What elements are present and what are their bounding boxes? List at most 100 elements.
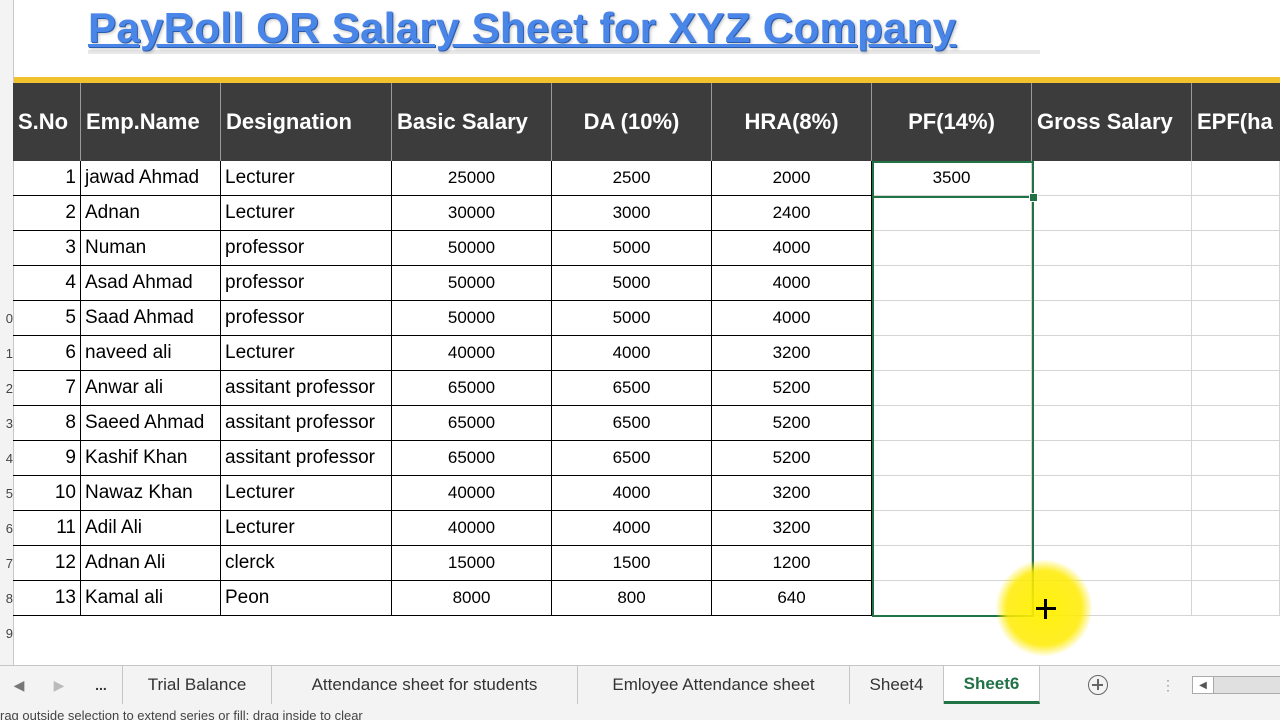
cell-designation[interactable]: Lecturer — [221, 476, 392, 511]
cell-sno[interactable]: 3 — [13, 231, 81, 266]
cell-pf[interactable] — [872, 301, 1032, 336]
cell-basic-salary[interactable]: 40000 — [392, 476, 552, 511]
splitter-icon[interactable]: ⋮ — [1161, 676, 1175, 693]
row-number[interactable]: 5 — [5, 486, 13, 501]
sheet-title[interactable]: PayRoll OR Salary Sheet for XYZ Company — [88, 4, 957, 51]
cell-pf[interactable] — [872, 476, 1032, 511]
cell-da[interactable]: 4000 — [552, 511, 712, 546]
cell-da[interactable]: 6500 — [552, 441, 712, 476]
cell-hra[interactable]: 4000 — [712, 266, 872, 301]
cell-emp-name[interactable]: Adil Ali — [81, 511, 221, 546]
cell-hra[interactable]: 4000 — [712, 231, 872, 266]
cell-basic-salary[interactable]: 65000 — [392, 406, 552, 441]
cell-pf[interactable]: 3500 — [872, 161, 1032, 196]
cell-gross-salary[interactable] — [1032, 266, 1192, 301]
tab-employee-attendance[interactable]: Emloyee Attendance sheet — [578, 666, 850, 704]
cell-designation[interactable]: professor — [221, 301, 392, 336]
cell-hra[interactable]: 5200 — [712, 371, 872, 406]
cell-hra[interactable]: 2000 — [712, 161, 872, 196]
cell-designation[interactable]: Lecturer — [221, 161, 392, 196]
cell-epf[interactable] — [1192, 371, 1280, 406]
row-number[interactable]: 1 — [5, 346, 13, 361]
cell-da[interactable]: 5000 — [552, 301, 712, 336]
tab-trial-balance[interactable]: Trial Balance — [122, 666, 272, 704]
cell-emp-name[interactable]: Adnan — [81, 196, 221, 231]
cell-epf[interactable] — [1192, 441, 1280, 476]
cell-pf[interactable] — [872, 511, 1032, 546]
cell-emp-name[interactable]: Adnan Ali — [81, 546, 221, 581]
hscroll-left-icon[interactable]: ◀ — [1192, 676, 1214, 694]
cell-basic-salary[interactable]: 50000 — [392, 231, 552, 266]
tab-attendance-students[interactable]: Attendance sheet for students — [272, 666, 578, 704]
cell-hra[interactable]: 3200 — [712, 336, 872, 371]
cell-epf[interactable] — [1192, 336, 1280, 371]
cell-epf[interactable] — [1192, 546, 1280, 581]
cell-emp-name[interactable]: Kashif Khan — [81, 441, 221, 476]
cell-sno[interactable]: 13 — [13, 581, 81, 616]
cell-pf[interactable] — [872, 336, 1032, 371]
cell-da[interactable]: 5000 — [552, 231, 712, 266]
cell-da[interactable]: 800 — [552, 581, 712, 616]
cell-da[interactable]: 4000 — [552, 336, 712, 371]
add-sheet-icon[interactable] — [1088, 675, 1108, 695]
tab-more-button[interactable]: ... — [95, 677, 107, 693]
fill-handle[interactable] — [1029, 193, 1038, 202]
row-number[interactable]: 3 — [5, 416, 13, 431]
cell-designation[interactable]: assitant professor — [221, 406, 392, 441]
cell-hra[interactable]: 1200 — [712, 546, 872, 581]
cell-hra[interactable]: 3200 — [712, 476, 872, 511]
cell-hra[interactable]: 4000 — [712, 301, 872, 336]
cell-da[interactable]: 1500 — [552, 546, 712, 581]
cell-designation[interactable]: Peon — [221, 581, 392, 616]
cell-basic-salary[interactable]: 65000 — [392, 441, 552, 476]
header-da[interactable]: DA (10%) — [552, 83, 712, 161]
cell-designation[interactable]: professor — [221, 231, 392, 266]
cell-sno[interactable]: 2 — [13, 196, 81, 231]
cell-basic-salary[interactable]: 40000 — [392, 511, 552, 546]
cell-pf[interactable] — [872, 266, 1032, 301]
cell-emp-name[interactable]: Saad Ahmad — [81, 301, 221, 336]
cell-sno[interactable]: 4 — [13, 266, 81, 301]
row-number[interactable]: 2 — [5, 381, 13, 396]
cell-basic-salary[interactable]: 40000 — [392, 336, 552, 371]
cell-emp-name[interactable]: Nawaz Khan — [81, 476, 221, 511]
cell-gross-salary[interactable] — [1032, 546, 1192, 581]
cell-hra[interactable]: 3200 — [712, 511, 872, 546]
header-epf[interactable]: EPF(ha — [1197, 109, 1273, 134]
header-pf[interactable]: PF(14%) — [872, 83, 1032, 161]
cell-da[interactable]: 4000 — [552, 476, 712, 511]
tab-scroll-left-icon[interactable]: ◀ — [13, 676, 25, 693]
cell-sno[interactable]: 11 — [13, 511, 81, 546]
cell-emp-name[interactable]: Anwar ali — [81, 371, 221, 406]
cell-designation[interactable]: Lecturer — [221, 511, 392, 546]
cell-designation[interactable]: assitant professor — [221, 371, 392, 406]
cell-gross-salary[interactable] — [1032, 196, 1192, 231]
row-number[interactable]: 4 — [5, 451, 13, 466]
cell-gross-salary[interactable] — [1032, 581, 1192, 616]
row-number[interactable]: 6 — [5, 521, 13, 536]
cell-gross-salary[interactable] — [1032, 371, 1192, 406]
tab-scroll-right-icon[interactable]: ▶ — [53, 676, 65, 693]
cell-gross-salary[interactable] — [1032, 336, 1192, 371]
cell-epf[interactable] — [1192, 231, 1280, 266]
cell-epf[interactable] — [1192, 196, 1280, 231]
cell-gross-salary[interactable] — [1032, 511, 1192, 546]
cell-gross-salary[interactable] — [1032, 476, 1192, 511]
cell-sno[interactable]: 9 — [13, 441, 81, 476]
cell-da[interactable]: 6500 — [552, 406, 712, 441]
cell-sno[interactable]: 8 — [13, 406, 81, 441]
header-sno[interactable]: S.No — [13, 83, 81, 161]
cell-gross-salary[interactable] — [1032, 301, 1192, 336]
cell-basic-salary[interactable]: 50000 — [392, 301, 552, 336]
cell-da[interactable]: 5000 — [552, 266, 712, 301]
cell-designation[interactable]: clerck — [221, 546, 392, 581]
horizontal-scrollbar[interactable] — [1214, 676, 1280, 694]
cell-sno[interactable]: 10 — [13, 476, 81, 511]
cell-da[interactable]: 6500 — [552, 371, 712, 406]
cell-basic-salary[interactable]: 30000 — [392, 196, 552, 231]
cell-sno[interactable]: 5 — [13, 301, 81, 336]
row-header-strip[interactable] — [0, 0, 14, 665]
row-number[interactable]: 9 — [5, 626, 13, 641]
cell-pf[interactable] — [872, 231, 1032, 266]
cell-emp-name[interactable]: naveed ali — [81, 336, 221, 371]
